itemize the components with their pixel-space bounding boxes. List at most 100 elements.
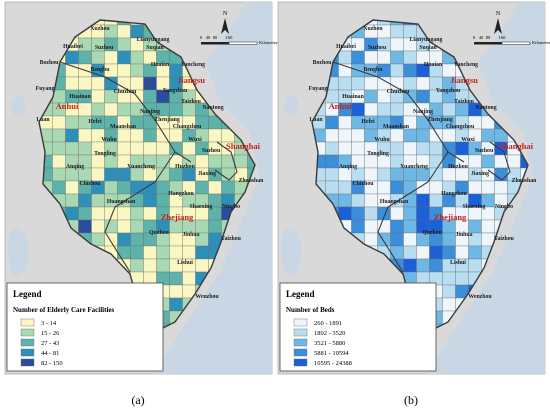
county	[390, 219, 404, 234]
city-label: Suzhou	[368, 45, 387, 51]
legend-swatch	[293, 338, 308, 347]
legend-subtitle: Number of Beds	[286, 306, 335, 314]
city-label: Shaoxing	[190, 204, 213, 210]
lake	[11, 96, 26, 117]
county	[91, 219, 105, 234]
city-label: Ningbo	[495, 204, 513, 210]
county	[325, 180, 339, 195]
county	[78, 76, 92, 91]
county	[117, 219, 131, 234]
sea	[428, 2, 545, 374]
county	[377, 219, 391, 234]
city-label: Chuzhou	[114, 89, 137, 95]
county	[91, 89, 105, 104]
county	[65, 141, 79, 156]
county	[325, 141, 339, 156]
county	[169, 128, 183, 143]
region-outline	[311, 19, 529, 333]
city-label: Nantong	[202, 105, 223, 111]
map-panel: Xuzhou Lianyungang Huaibei Suzhou Suqian Bozh…	[277, 1, 550, 375]
county	[364, 193, 378, 208]
county	[494, 180, 508, 195]
county	[364, 102, 378, 117]
county	[377, 180, 391, 195]
county	[429, 258, 443, 273]
county	[143, 193, 157, 208]
province-label: Zhejiang	[161, 212, 194, 222]
city-label: Xuzhou	[363, 26, 383, 32]
legend-title: Legend	[286, 289, 315, 299]
county	[455, 141, 469, 156]
county	[351, 141, 365, 156]
county	[65, 180, 79, 195]
county	[442, 297, 456, 312]
province-label: Zhejiang	[434, 212, 467, 222]
county	[195, 180, 209, 195]
county	[364, 206, 378, 221]
province-boundary	[377, 151, 449, 273]
county	[442, 245, 456, 260]
legend-label: 5881 - 10594	[314, 350, 349, 357]
county	[390, 63, 404, 78]
city-label: Suzhou	[95, 45, 114, 51]
city-label: Bozhou	[313, 60, 332, 66]
scale-bar	[474, 42, 502, 45]
legend-label: 260 - 1891	[314, 320, 342, 327]
county	[507, 154, 521, 169]
county	[169, 245, 183, 260]
county	[403, 206, 417, 221]
county	[338, 141, 352, 156]
city-label: Nantong	[475, 105, 496, 111]
city-label: Taizhou	[494, 236, 515, 242]
county	[338, 128, 352, 143]
province-boundary	[104, 151, 176, 273]
county	[65, 206, 79, 221]
county	[403, 219, 417, 234]
province-boundary	[332, 61, 465, 163]
city-label: Chizhou	[80, 181, 102, 187]
county	[130, 50, 144, 65]
county	[143, 89, 157, 104]
county	[481, 128, 495, 143]
county	[117, 141, 131, 156]
county	[481, 219, 495, 234]
county	[390, 128, 404, 143]
county	[403, 128, 417, 143]
city-label: Fuyang	[309, 86, 328, 92]
legend-swatch	[293, 348, 308, 357]
city-label: Maanshan	[110, 124, 137, 130]
county	[364, 232, 378, 247]
city-label: Luan	[309, 117, 323, 123]
county	[481, 180, 495, 195]
city-label: Jiaxing	[198, 171, 216, 177]
county	[208, 219, 222, 234]
county	[403, 232, 417, 247]
city-label: Quzhou	[149, 230, 169, 236]
county	[364, 50, 378, 65]
city-label: Taizhou	[454, 99, 475, 105]
county	[403, 50, 417, 65]
county	[182, 141, 196, 156]
county	[78, 193, 92, 208]
county	[91, 193, 105, 208]
county	[117, 206, 131, 221]
province-boundary	[214, 141, 238, 181]
county	[390, 206, 404, 221]
county	[234, 154, 248, 169]
county	[208, 128, 222, 143]
county	[156, 141, 170, 156]
scale-tick: 40	[206, 35, 211, 40]
city-label: Xuancheng	[127, 164, 155, 170]
city-label: Lianyungang	[137, 37, 170, 43]
county	[325, 128, 339, 143]
city-label: Huangshan	[380, 199, 409, 205]
county	[104, 50, 118, 65]
city-label: Zhenjiang	[154, 117, 180, 123]
legend-swatch	[20, 338, 35, 347]
city-label: Suqian	[146, 45, 164, 51]
county	[52, 167, 66, 182]
county	[364, 76, 378, 91]
county	[416, 89, 430, 104]
county	[468, 245, 482, 260]
county	[351, 193, 365, 208]
